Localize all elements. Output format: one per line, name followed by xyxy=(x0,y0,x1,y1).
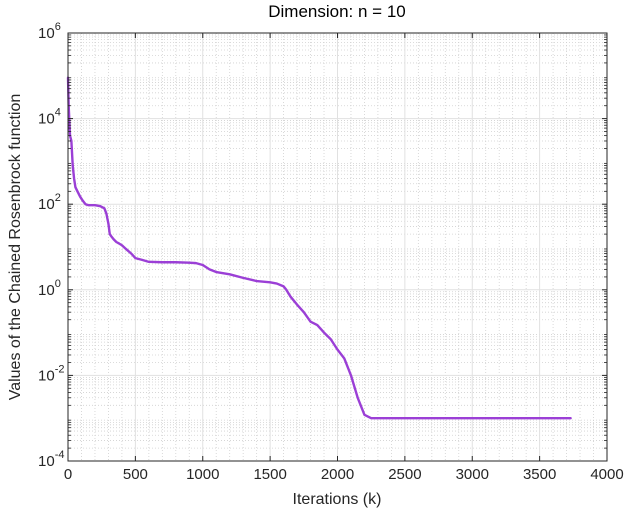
y-axis-label: Values of the Chained Rosenbrock functio… xyxy=(7,94,24,401)
x-tick-label: 3000 xyxy=(456,466,489,483)
x-tick-label: 1500 xyxy=(253,466,286,483)
chart-title: Dimension: n = 10 xyxy=(268,2,406,21)
data-series xyxy=(66,76,572,420)
x-tick-label: 2000 xyxy=(321,466,354,483)
x-tick-label: 3500 xyxy=(523,466,556,483)
series-line xyxy=(66,76,572,420)
major-grid xyxy=(67,32,608,462)
x-tick-label: 0 xyxy=(64,466,72,483)
x-tick-label: 4000 xyxy=(590,466,623,483)
x-tick-label: 1000 xyxy=(186,466,219,483)
x-tick-label: 500 xyxy=(123,466,148,483)
x-tick-label: 2500 xyxy=(388,466,421,483)
x-axis-ticks: 0 500 1000 1500 2000 2500 3000 3500 4000 xyxy=(64,33,624,483)
x-axis-label: Iterations (k) xyxy=(293,491,382,508)
